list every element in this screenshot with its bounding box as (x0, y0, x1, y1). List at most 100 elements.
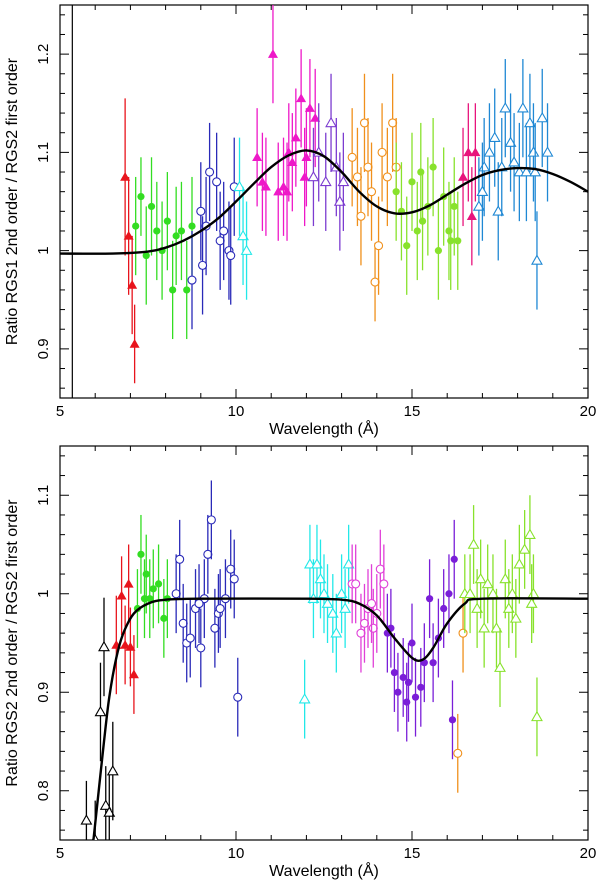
data-point (326, 607, 339, 618)
data-point (499, 102, 512, 113)
series-steelblue-triangles (472, 59, 554, 310)
x-tick-label: 15 (404, 845, 421, 862)
series-red-triangles (120, 98, 140, 384)
data-point (472, 200, 485, 211)
data-point (356, 211, 366, 221)
data-point (177, 227, 186, 235)
data-point (310, 112, 321, 122)
data-point (106, 764, 119, 776)
data-point (527, 587, 540, 599)
data-point (226, 564, 236, 574)
data-point (523, 116, 536, 128)
data-point (418, 217, 427, 225)
data-point (359, 118, 370, 128)
series-lime-dots (392, 117, 462, 300)
series-blue-circles (171, 480, 243, 737)
data-point (80, 814, 93, 825)
data-point (215, 236, 225, 246)
data-point (178, 618, 188, 628)
data-point (525, 597, 538, 608)
data-point (233, 692, 243, 702)
data-point (466, 211, 477, 220)
data-point (392, 188, 400, 196)
data-point (417, 168, 425, 176)
plot-frame (59, 4, 589, 399)
data-point (237, 229, 249, 241)
data-point (140, 595, 149, 603)
data-point (448, 716, 457, 724)
data-point (518, 543, 531, 554)
data-point (194, 599, 204, 609)
data-point (513, 165, 526, 177)
data-point (318, 587, 330, 599)
series-green-dots (133, 514, 171, 658)
data-point (363, 162, 373, 172)
data-point (370, 277, 380, 287)
data-point (502, 602, 515, 613)
data-point (372, 608, 382, 619)
series-magenta-circles (347, 529, 389, 673)
y-tick-label: 1.1 (35, 485, 52, 506)
data-point (198, 260, 208, 270)
data-point (342, 558, 355, 569)
data-point (445, 590, 453, 598)
data-point (359, 618, 370, 628)
data-point (366, 187, 377, 197)
data-point (339, 602, 352, 613)
data-point (450, 202, 458, 211)
data-point (478, 161, 491, 172)
data-point (366, 599, 377, 609)
data-point (196, 643, 206, 653)
data-point (458, 628, 468, 638)
data-point (298, 693, 311, 704)
y-tick-label: 0.8 (35, 780, 52, 801)
data-point (120, 639, 131, 649)
data-point (429, 659, 437, 667)
data-point (206, 515, 216, 525)
data-point (492, 205, 505, 216)
model-curve (60, 149, 588, 255)
data-point (142, 251, 150, 260)
data-point (470, 147, 481, 157)
data-point (299, 171, 310, 181)
data-point (527, 146, 540, 157)
data-point (403, 242, 411, 250)
data-point (163, 217, 171, 225)
series-orange-circles (453, 593, 468, 793)
data-point (307, 170, 320, 182)
data-point (94, 705, 107, 717)
data-point (304, 103, 315, 112)
series-purple-triangles (307, 73, 350, 251)
x-tick-label: 10 (228, 403, 245, 420)
data-point (541, 146, 554, 157)
data-point (463, 147, 474, 157)
data-point (172, 232, 180, 240)
data-point (273, 186, 284, 196)
data-point (185, 633, 195, 643)
x-axis-title: Wavelength (Å) (269, 419, 379, 438)
data-point (260, 181, 271, 191)
data-point (531, 710, 543, 722)
x-tick-label: 20 (580, 403, 597, 420)
data-point (382, 172, 392, 182)
data-point (356, 628, 366, 638)
data-point (319, 175, 332, 187)
data-point (142, 570, 150, 578)
data-point (531, 254, 543, 265)
data-point (314, 572, 327, 584)
data-point (169, 286, 177, 294)
data-point (325, 116, 337, 128)
series-pink-triangles (458, 103, 481, 266)
data-point (483, 146, 496, 157)
data-point (471, 602, 484, 613)
data-point (408, 178, 416, 186)
data-point (458, 171, 469, 181)
data-point (536, 111, 549, 123)
data-point (379, 579, 389, 589)
plot-frame (59, 445, 589, 841)
x-tick-label: 20 (580, 845, 597, 862)
series-orange-circles (347, 73, 401, 322)
data-point (523, 528, 536, 539)
data-point (132, 222, 140, 230)
data-point (287, 157, 298, 166)
